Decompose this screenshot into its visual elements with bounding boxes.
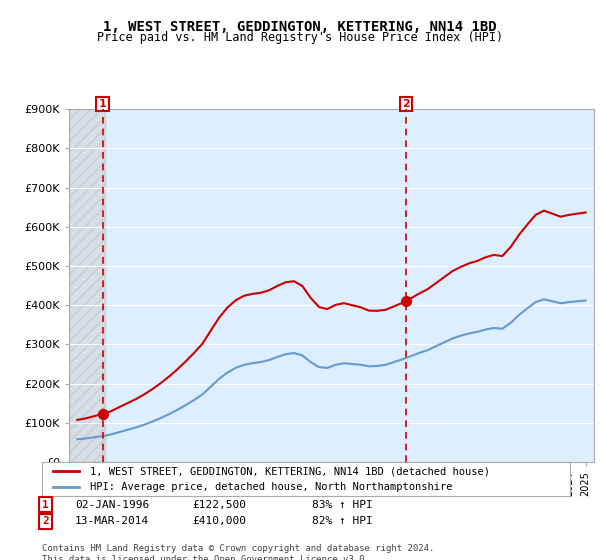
- Text: 83% ↑ HPI: 83% ↑ HPI: [312, 500, 373, 510]
- Text: Contains HM Land Registry data © Crown copyright and database right 2024.
This d: Contains HM Land Registry data © Crown c…: [42, 544, 434, 560]
- Text: Price paid vs. HM Land Registry's House Price Index (HPI): Price paid vs. HM Land Registry's House …: [97, 31, 503, 44]
- Text: £122,500: £122,500: [192, 500, 246, 510]
- Text: 02-JAN-1996: 02-JAN-1996: [75, 500, 149, 510]
- Text: 1, WEST STREET, GEDDINGTON, KETTERING, NN14 1BD (detached house): 1, WEST STREET, GEDDINGTON, KETTERING, N…: [89, 466, 490, 477]
- Text: HPI: Average price, detached house, North Northamptonshire: HPI: Average price, detached house, Nort…: [89, 482, 452, 492]
- Text: 2: 2: [402, 99, 410, 109]
- Text: 2: 2: [42, 516, 49, 526]
- Text: £410,000: £410,000: [192, 516, 246, 526]
- Text: 1, WEST STREET, GEDDINGTON, KETTERING, NN14 1BD: 1, WEST STREET, GEDDINGTON, KETTERING, N…: [103, 20, 497, 34]
- Text: 13-MAR-2014: 13-MAR-2014: [75, 516, 149, 526]
- Text: 82% ↑ HPI: 82% ↑ HPI: [312, 516, 373, 526]
- Text: 1: 1: [98, 99, 106, 109]
- Text: 1: 1: [42, 500, 49, 510]
- Bar: [69, 109, 105, 462]
